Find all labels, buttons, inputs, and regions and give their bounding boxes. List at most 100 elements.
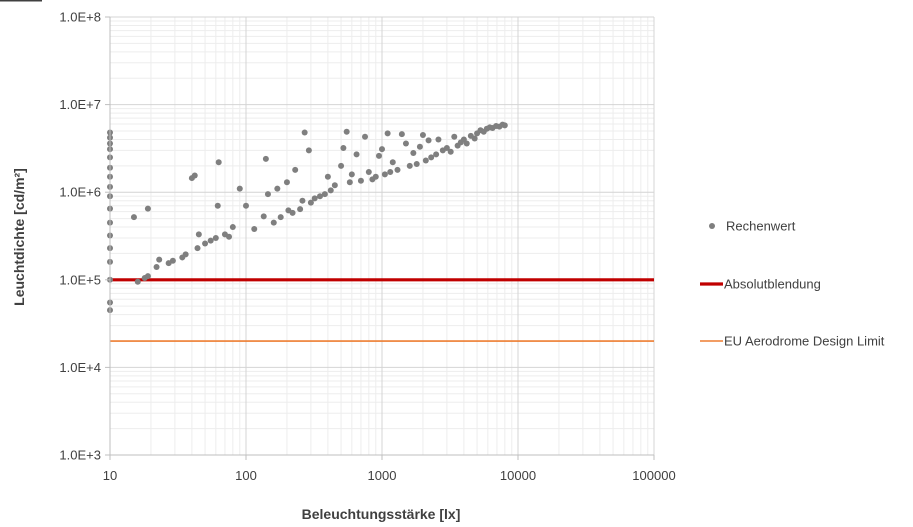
data-point <box>327 187 334 194</box>
x-tick-label: 10 <box>103 468 117 483</box>
series-layer <box>107 121 654 342</box>
data-point <box>416 143 423 150</box>
data-point <box>215 159 222 166</box>
data-point <box>195 231 202 238</box>
data-point <box>384 130 391 137</box>
data-point <box>447 148 454 155</box>
data-point <box>191 172 198 179</box>
legend-label: Rechenwert <box>726 219 796 234</box>
data-point <box>182 251 189 258</box>
x-axis-title: Beleuchtungsstärke [lx] <box>302 506 461 522</box>
data-point <box>299 197 306 204</box>
y-tick-label: 1.0E+3 <box>59 448 101 463</box>
data-point <box>262 155 269 162</box>
data-point <box>398 131 405 138</box>
y-tick-label: 1.0E+8 <box>59 10 101 25</box>
data-point <box>243 202 249 209</box>
data-point <box>270 219 277 226</box>
data-point <box>463 140 470 147</box>
data-point <box>406 162 413 169</box>
y-tick-label: 1.0E+5 <box>59 272 101 287</box>
data-point <box>226 233 233 240</box>
data-point <box>501 122 508 129</box>
data-point <box>274 185 281 192</box>
y-tick-label: 1.0E+6 <box>59 185 101 200</box>
data-point <box>316 193 323 200</box>
data-point <box>229 224 236 231</box>
data-point <box>419 131 426 138</box>
data-point <box>443 144 450 151</box>
grid <box>110 16 655 455</box>
data-point <box>394 166 401 173</box>
data-point <box>134 278 141 285</box>
y-tick-label: 1.0E+7 <box>59 97 101 112</box>
data-point <box>144 205 151 212</box>
legend: Rechenwert Absolutblendung EU Aerodrome De… <box>700 219 885 349</box>
x-tick-label: 100000 <box>632 468 675 483</box>
data-point <box>311 195 318 202</box>
legend-label: Absolutblendung <box>724 277 821 292</box>
data-point <box>260 213 267 220</box>
data-point <box>156 256 163 263</box>
data-point <box>365 169 372 176</box>
edge-mark <box>0 0 42 2</box>
data-point <box>379 146 385 153</box>
data-point <box>130 214 137 221</box>
data-point <box>321 191 328 198</box>
data-point <box>283 179 290 186</box>
data-point <box>413 160 420 167</box>
data-point <box>389 159 396 166</box>
data-point <box>153 263 160 270</box>
data-point <box>301 129 308 136</box>
legend-label: EU Aerodrome Design Limit <box>724 334 885 349</box>
data-point <box>236 185 243 192</box>
data-point <box>425 137 432 144</box>
data-point <box>331 182 338 189</box>
x-tick-label: 1000 <box>368 468 397 483</box>
data-point <box>381 171 388 178</box>
data-point <box>214 202 221 209</box>
data-point <box>202 240 209 247</box>
data-point <box>346 179 353 186</box>
data-point <box>451 133 458 140</box>
data-point <box>410 150 417 157</box>
data-point <box>357 177 364 184</box>
data-point <box>307 199 314 206</box>
data-point <box>353 151 360 158</box>
x-tick-label: 100 <box>235 468 257 483</box>
data-point <box>289 209 296 216</box>
y-tick-label: 1.0E+4 <box>59 360 101 375</box>
data-point <box>292 166 299 173</box>
data-point <box>372 173 379 180</box>
data-point <box>343 128 350 135</box>
data-point <box>297 206 304 213</box>
x-tick-label: 10000 <box>500 468 536 483</box>
data-point <box>338 162 345 169</box>
data-point <box>340 144 347 151</box>
data-point <box>324 173 331 180</box>
data-point <box>402 140 409 147</box>
data-point <box>471 135 478 142</box>
data-point <box>212 235 219 242</box>
data-point <box>362 133 369 140</box>
data-point <box>194 245 201 252</box>
legend-marker <box>709 223 715 229</box>
data-point <box>277 214 284 221</box>
data-point <box>422 157 429 164</box>
data-point <box>169 257 176 264</box>
data-point <box>428 154 435 161</box>
data-point <box>387 169 394 176</box>
data-point <box>264 191 271 198</box>
data-point <box>207 237 214 244</box>
data-point <box>435 136 442 143</box>
data-point <box>144 273 151 280</box>
data-point <box>305 147 312 154</box>
axes: 1.0E+3 1.0E+4 1.0E+5 1.0E+6 1.0E+7 1.0E+8 10 10… <box>59 10 675 484</box>
data-point <box>375 152 382 159</box>
data-point <box>251 226 258 233</box>
data-point <box>433 151 440 158</box>
y-axis-title: Leuchtdichte [cd/m²] <box>11 168 27 306</box>
